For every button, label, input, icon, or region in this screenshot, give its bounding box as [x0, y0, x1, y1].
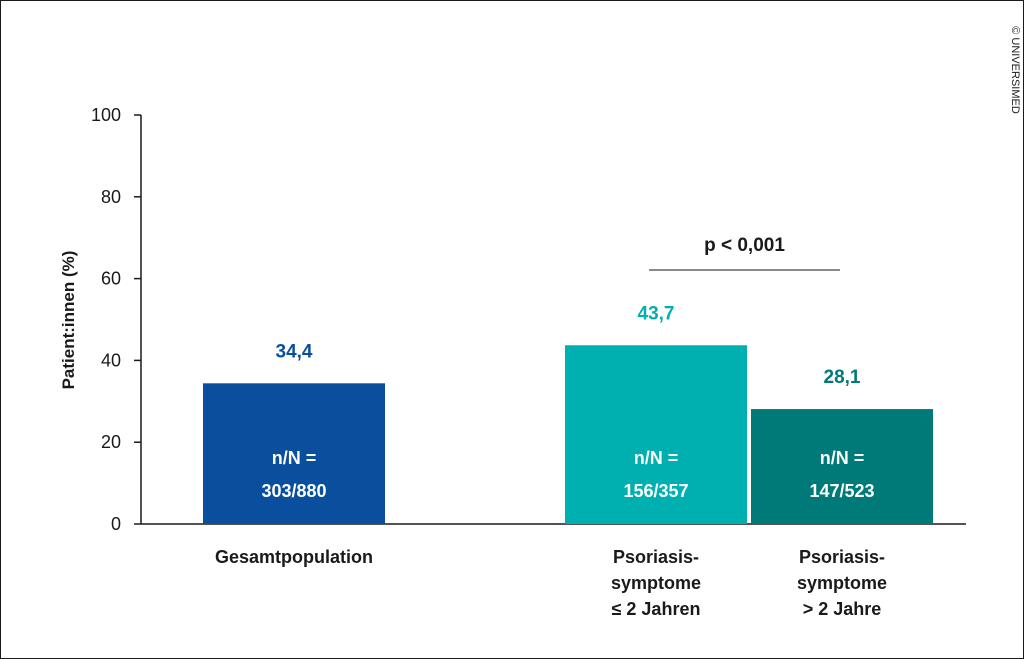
data-label: 34,4: [276, 341, 313, 362]
bar-inner-label: 147/523: [809, 481, 874, 501]
bar-inner-label: n/N =: [634, 448, 679, 468]
x-tick-label: > 2 Jahre: [803, 599, 882, 619]
x-tick-label: ≤ 2 Jahren: [612, 599, 701, 619]
bar-inner-label: n/N =: [820, 448, 865, 468]
bar: [751, 409, 933, 524]
y-tick-label: 80: [101, 187, 121, 207]
x-tick-label: symptome: [797, 573, 887, 593]
copyright-notice: © UNIVERSIMED: [1009, 26, 1021, 114]
bar: [565, 345, 747, 524]
bar: [203, 383, 385, 524]
bar-inner-label: n/N =: [272, 448, 317, 468]
x-tick-label: Psoriasis-: [613, 547, 699, 567]
x-tick-label: Gesamtpopulation: [215, 547, 373, 567]
y-tick-label: 60: [101, 269, 121, 289]
data-label: 28,1: [824, 367, 861, 388]
x-tick-label: Psoriasis-: [799, 547, 885, 567]
y-tick-label: 20: [101, 432, 121, 452]
data-label: 43,7: [638, 303, 675, 324]
y-tick-label: 40: [101, 350, 121, 370]
y-axis-label: Patient:innen (%): [59, 251, 78, 390]
bar-inner-label: 303/880: [261, 481, 326, 501]
y-tick-label: 100: [91, 105, 121, 125]
y-tick-label: 0: [111, 514, 121, 534]
x-tick-label: symptome: [611, 573, 701, 593]
bar-inner-label: 156/357: [623, 481, 688, 501]
significance-label: p < 0,001: [704, 235, 785, 256]
